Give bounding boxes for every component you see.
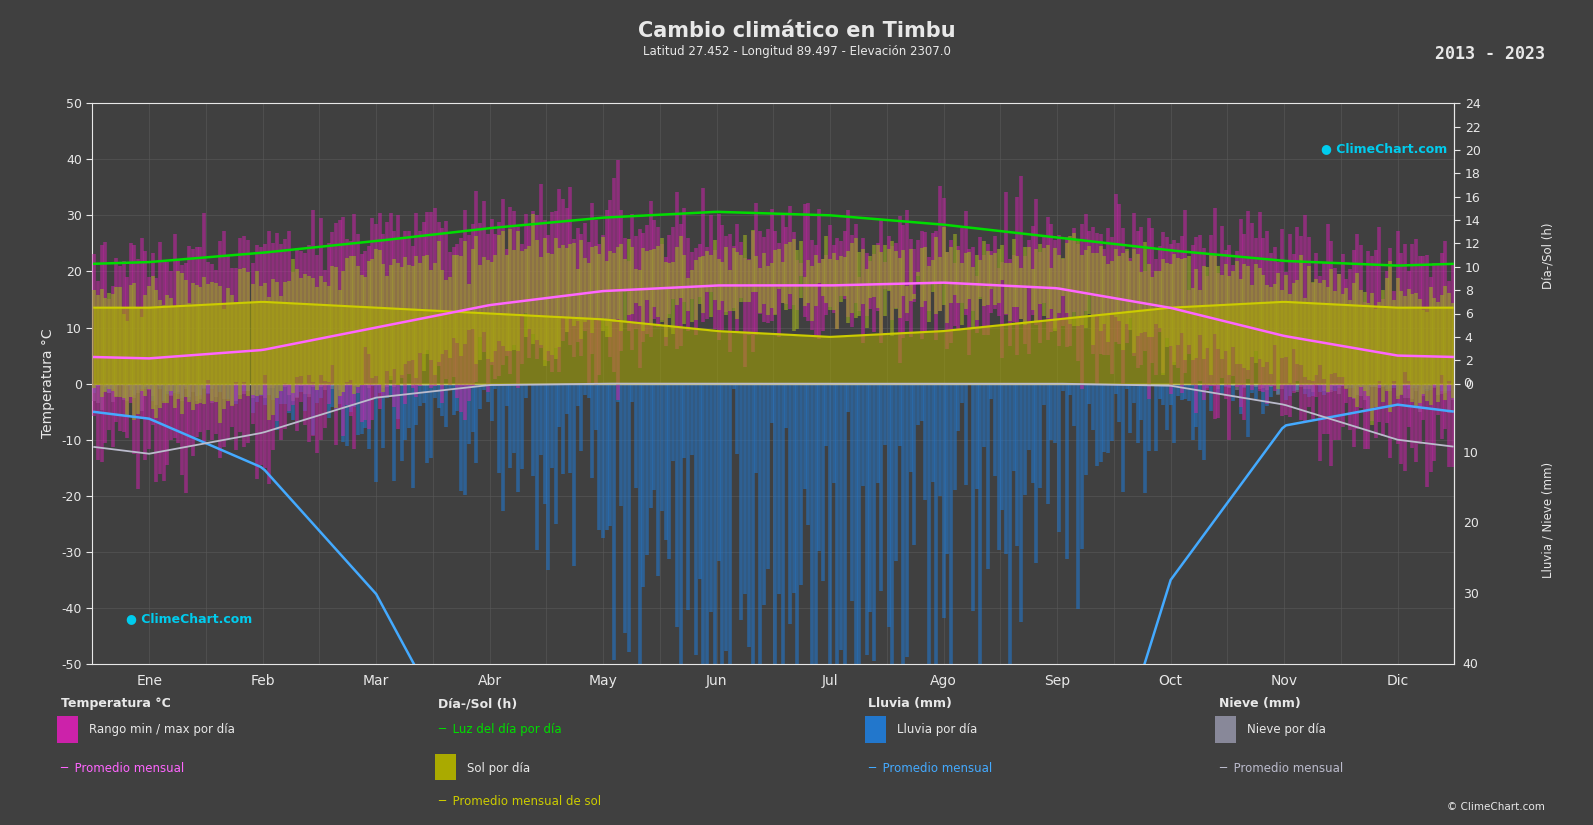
Text: Cambio climático en Timbu: Cambio climático en Timbu [637,21,956,40]
Text: 20: 20 [1462,517,1478,530]
Text: Rango min / max por día: Rango min / max por día [89,723,236,736]
Text: ─  Promedio mensual de sol: ─ Promedio mensual de sol [438,795,601,808]
Text: Día-/Sol (h): Día-/Sol (h) [1542,223,1555,289]
Text: Día-/Sol (h): Día-/Sol (h) [438,697,518,710]
Text: © ClimeChart.com: © ClimeChart.com [1448,802,1545,812]
Text: Lluvia (mm): Lluvia (mm) [868,697,953,710]
Text: 40: 40 [1462,658,1478,671]
Text: 30: 30 [1462,587,1478,601]
Text: Lluvia por día: Lluvia por día [897,723,977,736]
Text: ─  Promedio mensual: ─ Promedio mensual [868,762,992,776]
Text: Temperatura °C: Temperatura °C [61,697,170,710]
Text: Sol por día: Sol por día [467,762,530,776]
Text: ● ClimeChart.com: ● ClimeChart.com [1321,143,1448,155]
Text: 2013 - 2023: 2013 - 2023 [1435,45,1545,64]
Text: ─  Promedio mensual: ─ Promedio mensual [1219,762,1343,776]
Text: Lluvia / Nieve (mm): Lluvia / Nieve (mm) [1542,462,1555,578]
Text: Nieve por día: Nieve por día [1247,723,1327,736]
Text: Latitud 27.452 - Longitud 89.497 - Elevación 2307.0: Latitud 27.452 - Longitud 89.497 - Eleva… [642,45,951,59]
Text: ─  Promedio mensual: ─ Promedio mensual [61,762,185,776]
Text: 0: 0 [1462,377,1470,390]
Text: ● ClimeChart.com: ● ClimeChart.com [126,612,253,625]
Text: ─  Luz del día por día: ─ Luz del día por día [438,723,562,736]
Text: 10: 10 [1462,447,1478,460]
Y-axis label: Temperatura °C: Temperatura °C [40,329,54,438]
Text: Nieve (mm): Nieve (mm) [1219,697,1300,710]
